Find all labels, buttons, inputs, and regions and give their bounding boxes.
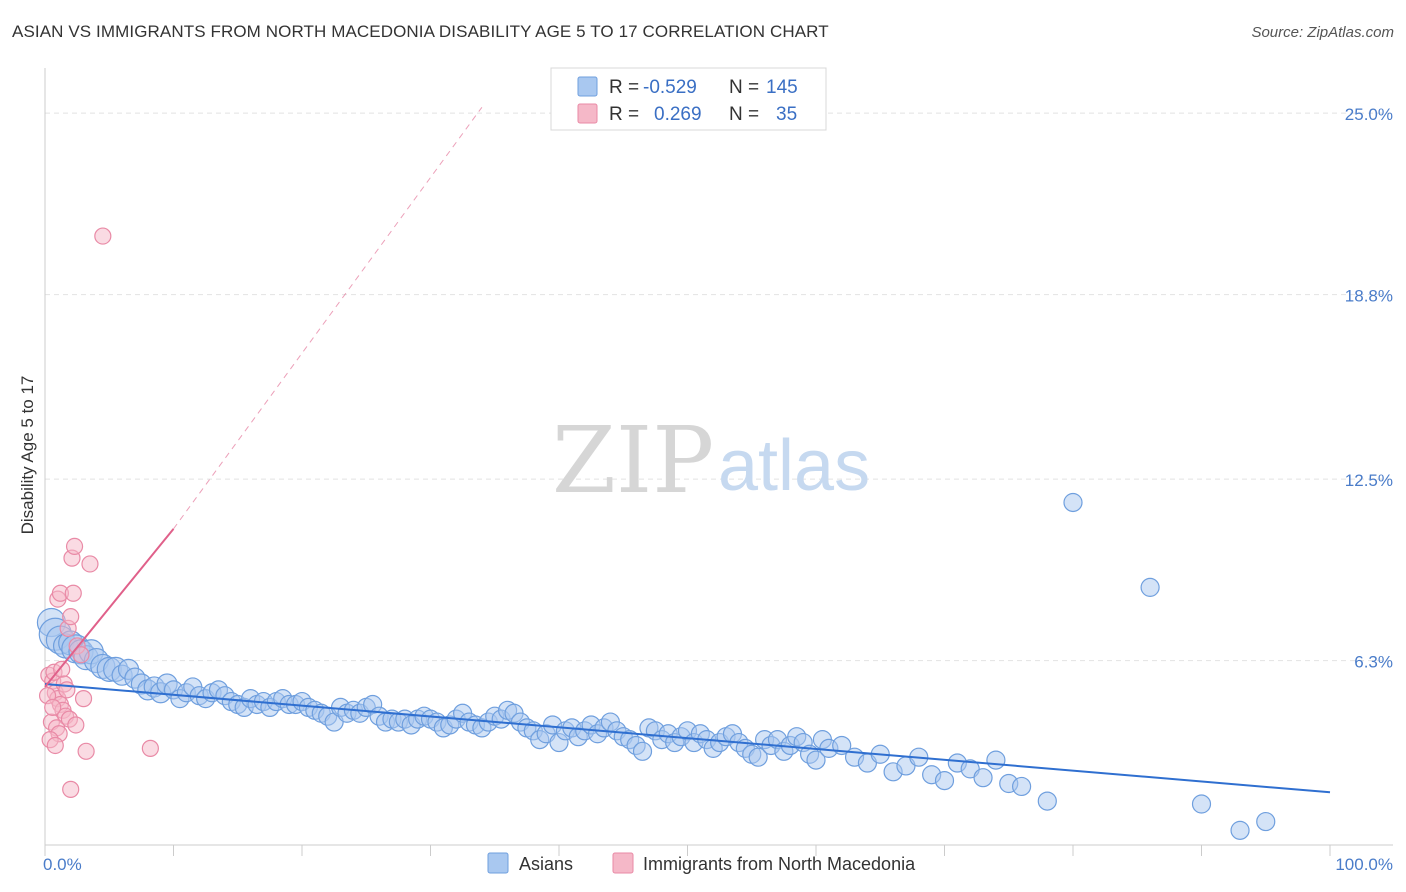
- macedonia-point: [94, 227, 112, 245]
- macedonia-point: [74, 690, 93, 708]
- legend-r-label-asians: R =: [609, 77, 639, 98]
- asian-point: [632, 741, 653, 761]
- macedonia-point: [62, 780, 80, 798]
- source-credit: Source: ZipAtlas.com: [1251, 24, 1394, 41]
- macedonia-point: [77, 742, 95, 760]
- macedonia-trend-line: [44, 528, 175, 688]
- y-tick-label: 6.3%: [1354, 653, 1393, 672]
- axes: 0.0% 100.0%: [43, 68, 1393, 874]
- legend-n-value-macedonia: 35: [776, 104, 797, 125]
- legend-r-label-macedonia: R =: [609, 104, 639, 125]
- macedonia-point: [46, 736, 64, 755]
- legend-swatch-asians: [577, 76, 598, 97]
- asian-point: [986, 750, 1006, 770]
- asian-point: [1191, 794, 1212, 814]
- legend-r-value-macedonia: 0.269: [654, 104, 702, 125]
- asian-point: [1011, 776, 1032, 797]
- asian-point: [1256, 811, 1276, 832]
- trend-lines: [44, 106, 1331, 794]
- legend-bottom-label-asians: Asians: [519, 854, 573, 874]
- macedonia-point: [81, 555, 99, 573]
- macedonia-point: [44, 698, 62, 717]
- watermark-zip: ZIP: [552, 407, 714, 514]
- legend-swatch-macedonia: [577, 103, 598, 124]
- macedonia-point: [64, 584, 82, 602]
- asian-point: [806, 750, 826, 770]
- macedonia-point: [72, 646, 90, 664]
- macedonia-trend-extension: [173, 106, 483, 530]
- asian-point: [748, 747, 768, 767]
- legend-n-value-asians: 145: [766, 77, 798, 98]
- y-axis-label-group: Disability Age 5 to 17: [18, 376, 37, 535]
- macedonia-point: [62, 608, 80, 626]
- asian-point: [1140, 577, 1160, 597]
- macedonia-point: [53, 660, 71, 678]
- series-legend: Asians Immigrants from North Macedonia: [487, 852, 916, 874]
- macedonia-point: [141, 739, 159, 757]
- legend-n-label-macedonia: N =: [729, 104, 759, 125]
- asian-point: [1230, 820, 1250, 840]
- legend-bottom-swatch-asians: [487, 852, 509, 874]
- asian-point: [973, 768, 993, 788]
- macedonia-point: [67, 716, 85, 734]
- correlation-legend: R = -0.529 N = 145 R = 0.269 N = 35: [550, 67, 827, 131]
- legend-bottom-label-macedonia: Immigrants from North Macedonia: [643, 854, 916, 874]
- y-axis-label: Disability Age 5 to 17: [18, 376, 37, 535]
- legend-bottom-swatch-macedonia: [612, 852, 634, 874]
- macedonia-point: [58, 681, 76, 699]
- asian-point: [1037, 791, 1057, 811]
- asian-point: [934, 770, 955, 791]
- data-points: [36, 227, 1276, 840]
- x-tick-label-max: 100.0%: [1335, 855, 1393, 874]
- watermark: ZIP atlas: [552, 407, 870, 514]
- asian-point: [1063, 492, 1083, 513]
- legend-n-label-asians: N =: [729, 77, 759, 98]
- x-tick-label-min: 0.0%: [43, 855, 82, 874]
- grid-lines: 6.3% 12.5% 18.8% 25.0%: [45, 105, 1393, 672]
- watermark-atlas: atlas: [718, 426, 870, 506]
- asian-trend-line: [44, 682, 1331, 794]
- y-tick-label: 25.0%: [1345, 105, 1393, 124]
- chart-title: ASIAN VS IMMIGRANTS FROM NORTH MACEDONIA…: [12, 22, 829, 41]
- y-tick-label: 12.5%: [1345, 471, 1393, 490]
- y-tick-label: 18.8%: [1345, 287, 1393, 306]
- legend-r-value-asians: -0.529: [643, 77, 697, 98]
- macedonia-point: [65, 537, 84, 555]
